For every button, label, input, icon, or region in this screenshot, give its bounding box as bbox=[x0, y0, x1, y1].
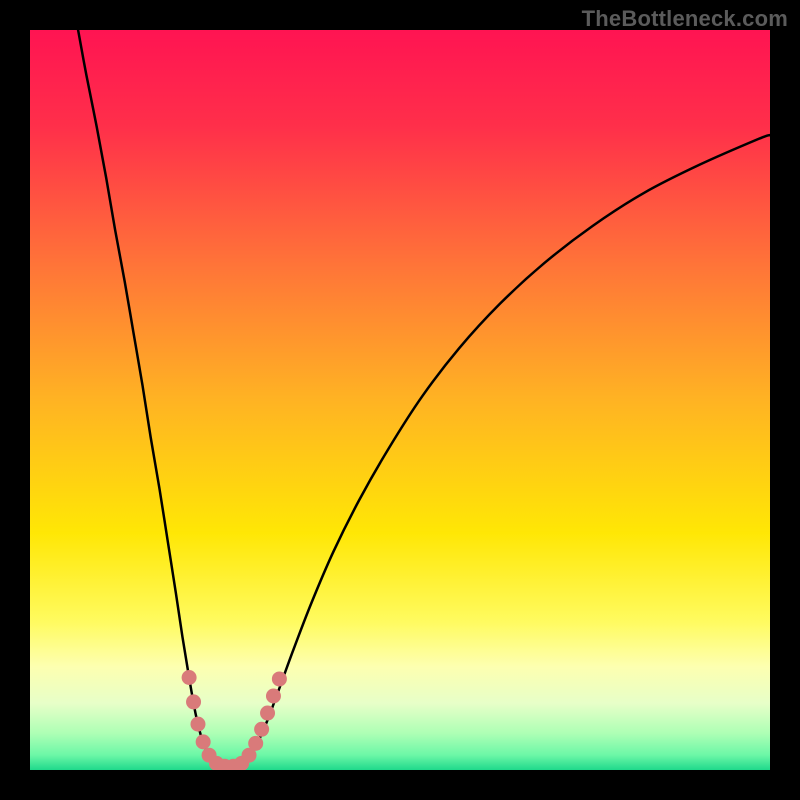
plot-background bbox=[30, 30, 770, 770]
watermark-text: TheBottleneck.com bbox=[582, 6, 788, 32]
bead-left-1 bbox=[186, 694, 201, 709]
chart-frame: TheBottleneck.com bbox=[0, 0, 800, 800]
bead-right-3 bbox=[248, 736, 263, 751]
bead-left-3 bbox=[196, 734, 211, 749]
bead-left-0 bbox=[182, 670, 197, 685]
bead-left-2 bbox=[190, 717, 205, 732]
bead-right-4 bbox=[254, 722, 269, 737]
bead-right-6 bbox=[266, 689, 281, 704]
bead-right-5 bbox=[260, 706, 275, 721]
bottleneck-chart bbox=[30, 30, 770, 770]
bead-right-7 bbox=[272, 671, 287, 686]
